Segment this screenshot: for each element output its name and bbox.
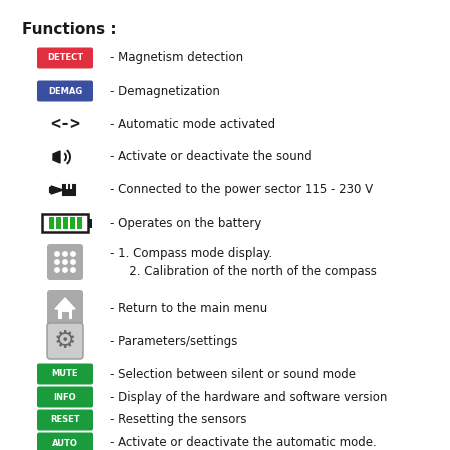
FancyBboxPatch shape <box>37 48 93 68</box>
FancyBboxPatch shape <box>37 81 93 102</box>
Polygon shape <box>53 151 60 163</box>
Text: INFO: INFO <box>54 392 76 401</box>
Text: RESET: RESET <box>50 415 80 424</box>
Bar <box>63 185 75 195</box>
Bar <box>55 217 60 229</box>
FancyBboxPatch shape <box>37 410 93 431</box>
FancyBboxPatch shape <box>37 432 93 450</box>
Text: - Demagnetization: - Demagnetization <box>110 85 220 98</box>
Text: <->: <-> <box>50 115 80 133</box>
Bar <box>88 219 92 228</box>
Circle shape <box>71 268 75 272</box>
Circle shape <box>71 252 75 256</box>
Bar <box>69 217 75 229</box>
Circle shape <box>71 260 75 264</box>
Text: ⚙: ⚙ <box>54 329 76 353</box>
Text: DEMAG: DEMAG <box>48 86 82 95</box>
Bar <box>58 309 72 319</box>
Text: 2. Calibration of the north of the compass: 2. Calibration of the north of the compa… <box>118 266 377 279</box>
FancyBboxPatch shape <box>47 323 83 359</box>
Text: - Resetting the sensors: - Resetting the sensors <box>110 414 247 427</box>
Text: - 1. Compass mode display.: - 1. Compass mode display. <box>110 248 272 261</box>
Circle shape <box>63 268 67 272</box>
Text: - Magnetism detection: - Magnetism detection <box>110 51 243 64</box>
Text: Functions :: Functions : <box>22 22 117 37</box>
Text: - Activate or deactivate the sound: - Activate or deactivate the sound <box>110 150 312 163</box>
Polygon shape <box>51 186 63 194</box>
Text: - Selection between silent or sound mode: - Selection between silent or sound mode <box>110 368 356 381</box>
Circle shape <box>55 268 59 272</box>
FancyBboxPatch shape <box>37 364 93 384</box>
Text: - Operates on the battery: - Operates on the battery <box>110 216 261 230</box>
Text: - Connected to the power sector 115 - 230 V: - Connected to the power sector 115 - 23… <box>110 184 373 197</box>
FancyBboxPatch shape <box>37 387 93 408</box>
Text: - Display of the hardware and software version: - Display of the hardware and software v… <box>110 391 387 404</box>
FancyBboxPatch shape <box>47 244 83 280</box>
Bar <box>42 214 88 232</box>
Text: - Activate or deactivate the automatic mode.: - Activate or deactivate the automatic m… <box>110 436 377 450</box>
Text: - Parameters/settings: - Parameters/settings <box>110 334 238 347</box>
Circle shape <box>55 260 59 264</box>
Circle shape <box>63 260 67 264</box>
Text: - Automatic mode activated: - Automatic mode activated <box>110 117 275 130</box>
Circle shape <box>63 252 67 256</box>
Text: MUTE: MUTE <box>52 369 78 378</box>
Text: DETECT: DETECT <box>47 54 83 63</box>
Text: AUTO: AUTO <box>52 438 78 447</box>
Circle shape <box>55 252 59 256</box>
FancyBboxPatch shape <box>47 290 83 326</box>
Bar <box>49 217 54 229</box>
Bar <box>62 312 68 319</box>
Text: - Return to the main menu: - Return to the main menu <box>110 302 267 315</box>
Bar <box>76 217 81 229</box>
Bar <box>63 217 68 229</box>
Polygon shape <box>55 298 75 309</box>
